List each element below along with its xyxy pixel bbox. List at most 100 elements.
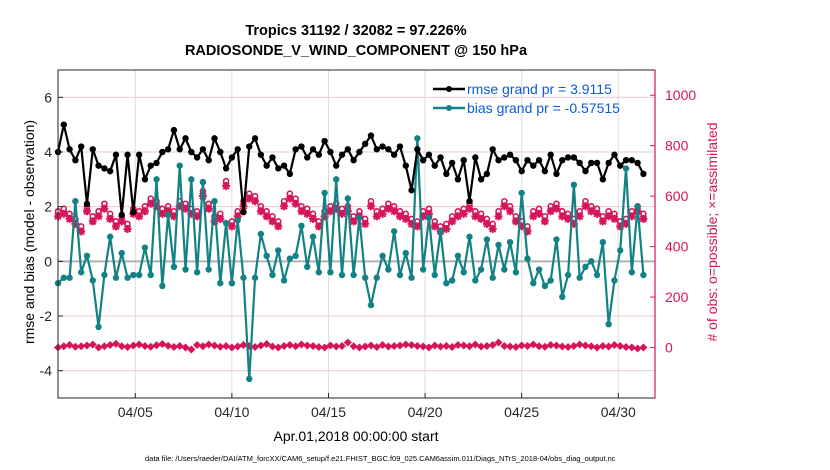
obs-assimilated-marker: [442, 224, 451, 233]
rmse-point: [524, 157, 531, 164]
rmse-point: [628, 157, 636, 164]
bias-point: [321, 189, 328, 197]
obs-assimilated-marker: [100, 204, 109, 213]
obs-marker-low: [465, 342, 474, 351]
bias-point: [60, 274, 67, 281]
obs-assimilated-marker: [349, 217, 358, 226]
bias-point: [437, 228, 444, 235]
bias-point: [483, 236, 491, 243]
obs-marker-low: [610, 341, 619, 350]
bias-point: [628, 269, 636, 276]
rmse-point: [124, 151, 131, 158]
bias-point: [124, 274, 131, 281]
obs-marker-low: [488, 341, 497, 350]
obs-assimilated-marker: [94, 212, 103, 221]
obs-assimilated-marker: [210, 217, 219, 226]
bias-point: [66, 274, 73, 281]
obs-assimilated-marker: [314, 222, 323, 231]
bias-point: [269, 271, 276, 279]
obs-assimilated-marker: [378, 209, 387, 218]
obs-assimilated-marker: [529, 212, 538, 221]
obs-assimilated-marker: [511, 217, 520, 226]
rmse-point: [385, 146, 392, 153]
y2-tick-label: 600: [665, 188, 689, 204]
rmse-point: [66, 146, 73, 153]
bias-point: [611, 277, 618, 284]
bias-point: [570, 181, 578, 188]
obs-marker-low: [268, 342, 277, 351]
obs-assimilated-marker: [384, 204, 393, 213]
rmse-point: [263, 162, 270, 169]
bias-point: [193, 269, 201, 276]
y2-axis-label: # of obs: o=possible; ×=assimilated: [704, 122, 720, 341]
bias-point: [246, 375, 253, 383]
bias-point: [159, 282, 166, 290]
bias-point: [506, 239, 514, 246]
obs-assimilated-marker: [233, 212, 242, 221]
obs-assimilated-marker: [111, 222, 120, 231]
bias-point: [333, 176, 340, 183]
obs-marker-low: [482, 342, 491, 351]
obs-assimilated-marker: [558, 212, 567, 221]
bias-point: [199, 178, 207, 186]
bias-point: [408, 274, 415, 281]
obs-assimilated-marker: [390, 207, 399, 216]
legend-rmse-marker: [446, 86, 452, 92]
obs-marker-low: [82, 341, 91, 350]
obs-assimilated-marker: [181, 204, 190, 213]
obs-assimilated-marker: [320, 212, 329, 221]
rmse-point: [535, 157, 543, 164]
rmse-point: [483, 170, 491, 178]
obs-marker-low: [251, 343, 260, 352]
rmse-point: [257, 151, 265, 158]
bias-point: [489, 274, 496, 281]
plot-area: [54, 69, 656, 399]
bias-point: [338, 271, 346, 279]
rmse-point: [60, 121, 67, 128]
obs-assimilated-marker: [465, 204, 474, 213]
obs-marker-low: [256, 341, 265, 350]
rmse-point: [489, 146, 496, 153]
rmse-point: [246, 143, 253, 150]
x-tick-label: 04/15: [311, 404, 346, 420]
obs-marker-low: [59, 342, 68, 351]
obs-marker-low: [280, 342, 289, 351]
rmse-point: [217, 148, 224, 156]
obs-marker-low: [343, 338, 352, 347]
obs-marker-low: [285, 341, 294, 350]
bias-point: [466, 233, 473, 240]
rmse-point: [477, 176, 485, 183]
obs-assimilated-marker: [245, 194, 254, 203]
obs-assimilated-marker: [540, 217, 549, 226]
obs-assimilated-marker: [216, 214, 225, 223]
bias-point: [344, 195, 352, 202]
rmse-point: [361, 140, 369, 147]
obs-marker-low: [361, 342, 370, 351]
obs-marker-low: [598, 342, 607, 351]
y-tick-label: 4: [44, 144, 52, 160]
rmse-point: [164, 146, 172, 153]
rmse-point: [269, 154, 276, 161]
bias-point: [211, 198, 218, 205]
obs-assimilated-marker: [175, 202, 184, 211]
data-file-footer: data file: /Users/raeder/DAI/ATM_forcXX/…: [145, 454, 616, 463]
obs-marker-low: [523, 342, 532, 351]
bias-point: [130, 271, 137, 279]
rmse-point: [559, 157, 566, 164]
chart-title: Tropics 31192 / 32082 = 97.226%: [245, 23, 466, 39]
obs-assimilated-marker: [593, 209, 602, 218]
rmse-point: [414, 146, 421, 153]
bias-point: [396, 271, 404, 279]
rmse-point: [275, 165, 282, 172]
rmse-point: [437, 154, 444, 161]
bias-point: [582, 263, 589, 270]
bias-point: [547, 277, 554, 284]
obs-assimilated-marker: [477, 214, 486, 223]
bias-series: [54, 135, 647, 383]
rmse-point: [541, 167, 549, 175]
bias-point: [564, 271, 572, 279]
obs-marker-low: [511, 343, 520, 352]
legend: rmse grand pr = 3.9115 bias grand pr = -…: [433, 81, 620, 116]
obs-assimilated-marker: [222, 182, 231, 191]
bias-point: [72, 198, 79, 205]
